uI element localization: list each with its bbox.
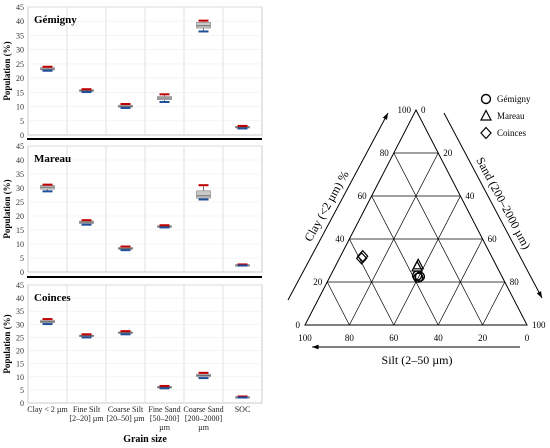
y-tick-label: 0	[20, 268, 24, 277]
clay-tick: 0	[296, 320, 301, 330]
silt-tick: 0	[525, 333, 530, 343]
ternary-gridline	[371, 195, 439, 326]
panel-title: Mareau	[34, 153, 71, 165]
y-tick-label: 30	[16, 320, 24, 329]
y-tick-label: 35	[16, 307, 24, 316]
y-tick-label: 10	[16, 103, 24, 112]
y-tick-label: 20	[16, 347, 24, 356]
x-category-label: Coarse Silt [20–50] µm	[106, 405, 145, 423]
sand-arrow	[443, 112, 543, 299]
sand-arrow-head	[536, 291, 542, 298]
y-tick-label: 45	[16, 3, 24, 12]
y-tick-label: 30	[16, 46, 24, 55]
mareau-data-point	[411, 260, 424, 272]
x-category-label: Fine Silt [2–20] µm	[69, 405, 104, 423]
silt-tick: 60	[389, 333, 399, 343]
ternary-gridline	[349, 238, 395, 326]
silt-tick: 100	[298, 333, 312, 343]
clay-axis-label: Clay (<2 µm) %	[301, 168, 351, 244]
legend-marker-coinces	[480, 126, 492, 140]
y-tick-label: 15	[16, 360, 24, 369]
y-tick-label: 25	[16, 60, 24, 69]
silt-arrow-head	[312, 344, 319, 350]
silt-axis-label: Silt (2–50 µm)	[382, 353, 453, 367]
y-tick-label: 15	[16, 88, 24, 97]
y-tick-label: 5	[20, 117, 24, 126]
y-axis-label: Population (%)	[2, 314, 12, 373]
silt-tick: 40	[434, 333, 444, 343]
x-category-label: Coarse Sand [200–2000] µm	[183, 405, 223, 432]
y-tick-label: 25	[16, 198, 24, 207]
y-tick-label: 40	[16, 156, 24, 165]
y-tick-label: 20	[16, 212, 24, 221]
ternary-gridline	[482, 281, 506, 326]
coinces-data-point	[356, 249, 369, 263]
y-tick-label: 45	[16, 142, 24, 151]
x-axis-label: Grain size	[123, 434, 167, 445]
legend-label: Gémigny	[497, 94, 531, 104]
y-tick-label: 20	[16, 74, 24, 83]
gémigny-data-point	[414, 271, 426, 282]
clay-tick: 20	[313, 277, 323, 287]
legend-marker-gémigny	[480, 93, 492, 105]
y-tick-label: 40	[16, 294, 24, 303]
clay-tick: 40	[335, 234, 345, 244]
ternary-gridline	[326, 281, 350, 326]
sand-tick: 20	[443, 148, 453, 158]
y-tick-label: 5	[20, 254, 24, 263]
sand-tick: 40	[465, 191, 475, 201]
sand-tick: 0	[421, 105, 426, 115]
y-tick-label: 5	[20, 386, 24, 395]
y-tick-label: 0	[20, 131, 24, 140]
x-category-label: Fine Sand [50–200] µm	[148, 405, 180, 432]
y-tick-label: 30	[16, 184, 24, 193]
y-axis-label: Population (%)	[2, 41, 12, 100]
box-iqr	[196, 22, 211, 29]
clay-tick: 100	[398, 105, 412, 115]
coinces-data-point	[355, 251, 368, 265]
y-tick-label: 15	[16, 226, 24, 235]
clay-arrow	[287, 112, 389, 301]
box-iqr	[196, 190, 211, 199]
ternary-gridline	[393, 195, 461, 326]
clay-tick: 80	[380, 148, 390, 158]
ternary-frame	[304, 108, 528, 326]
clay-tick: 60	[358, 191, 368, 201]
ternary-gridline	[437, 238, 483, 326]
y-tick-label: 25	[16, 333, 24, 342]
y-axis-label: Population (%)	[2, 179, 12, 238]
x-category-label: SOC	[235, 405, 251, 414]
y-tick-label: 45	[16, 281, 24, 290]
y-tick-label: 0	[20, 399, 24, 408]
legend-marker-mareau	[480, 109, 492, 121]
sand-tick: 60	[488, 234, 498, 244]
legend-label: Mareau	[497, 111, 525, 121]
legend-label: Coinces	[497, 128, 526, 138]
y-tick-label: 10	[16, 240, 24, 249]
y-tick-label: 35	[16, 31, 24, 40]
panel-title: Coinces	[34, 292, 71, 304]
y-tick-label: 35	[16, 170, 24, 179]
sand-axis-label: Sand (200–2000 µm)	[473, 155, 533, 252]
silt-tick: 80	[345, 333, 355, 343]
sand-tick: 80	[510, 277, 520, 287]
x-category-label: Clay < 2 µm	[27, 405, 68, 414]
sand-tick: 100	[532, 320, 546, 330]
y-tick-label: 10	[16, 373, 24, 382]
y-tick-label: 40	[16, 17, 24, 26]
silt-tick: 20	[478, 333, 488, 343]
clay-arrow-head	[382, 113, 388, 120]
panel-title: Gémigny	[34, 14, 77, 26]
